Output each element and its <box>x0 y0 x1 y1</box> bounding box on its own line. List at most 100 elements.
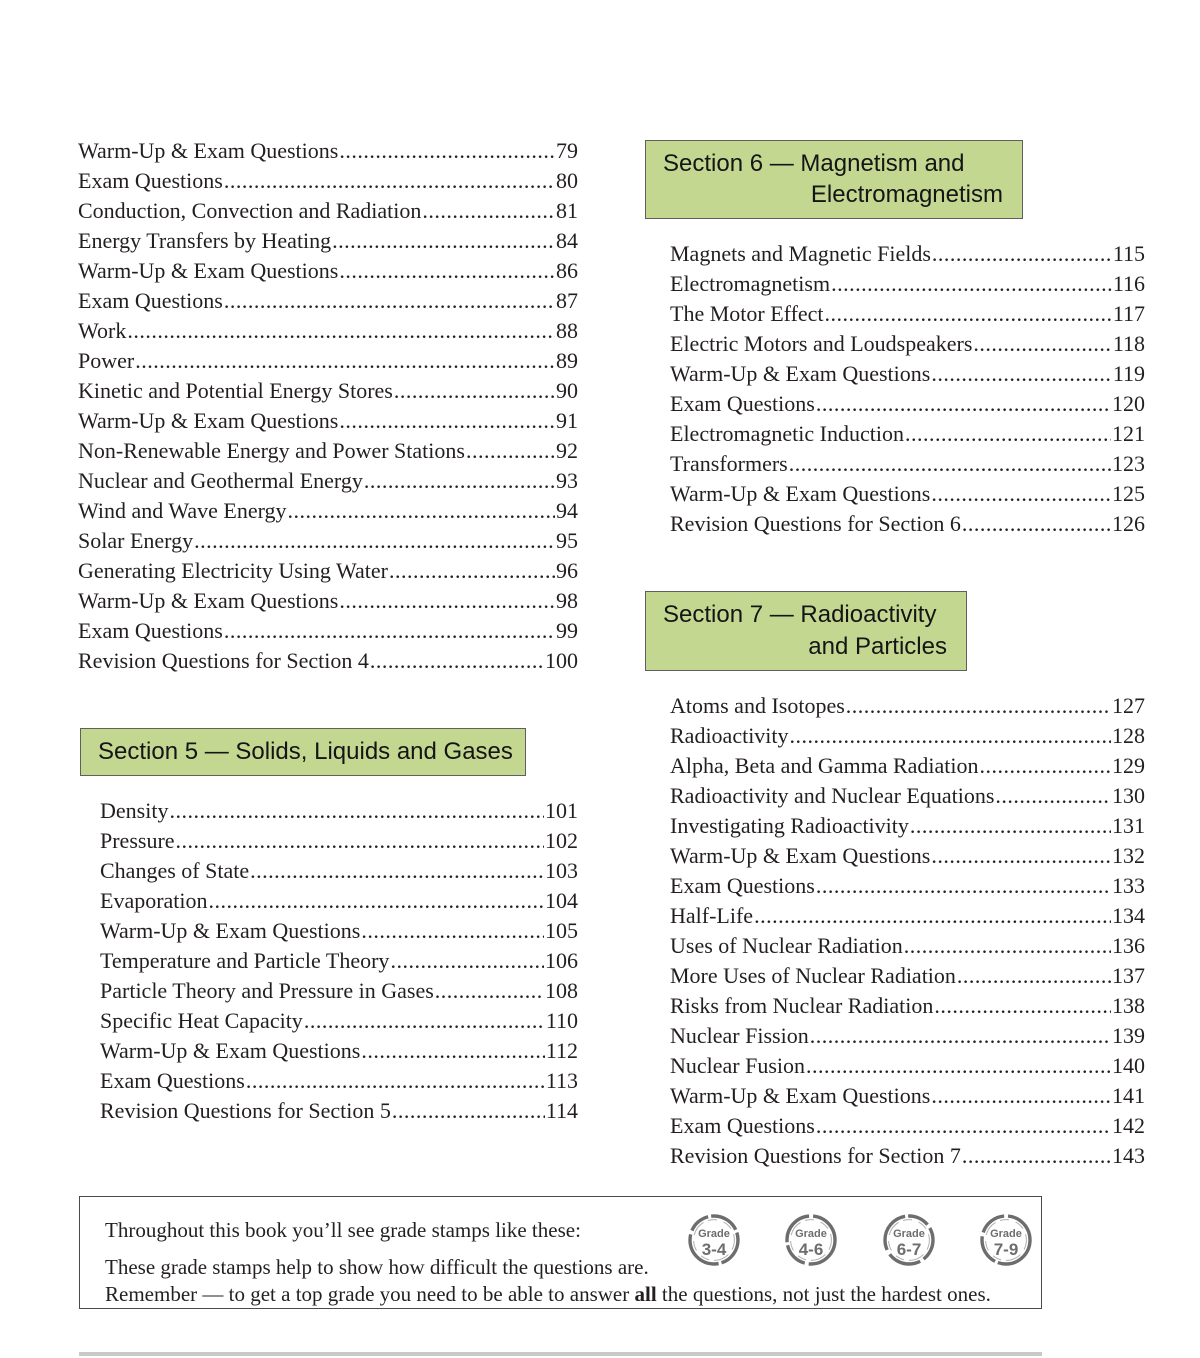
toc-entry-page-number: 139 <box>1112 1022 1145 1048</box>
toc-entry[interactable]: Warm-Up & Exam Questions 119 <box>670 363 1145 393</box>
toc-entry-page-number: 100 <box>545 648 578 673</box>
toc-entry[interactable]: Exam Questions 113 <box>100 1070 578 1100</box>
toc-entry[interactable]: Electromagnetic Induction 121 <box>670 423 1145 453</box>
toc-entry-page-number: 92 <box>556 438 578 463</box>
toc-entry[interactable]: Electromagnetism 116 <box>670 273 1145 303</box>
toc-leader-dots <box>169 800 544 822</box>
toc-entry[interactable]: Solar Energy 95 <box>78 530 578 560</box>
toc-entry-page-number: 103 <box>545 858 578 884</box>
toc-entry-title: Changes of State <box>100 858 250 884</box>
toc-entry[interactable]: Uses of Nuclear Radiation 136 <box>670 934 1145 965</box>
toc-leader-dots <box>394 380 555 402</box>
toc-entry-title: Revision Questions for Section 7 <box>670 1142 961 1168</box>
toc-entry[interactable]: Atoms and Isotopes 127 <box>670 694 1145 725</box>
toc-entry[interactable]: Half-Life 134 <box>670 902 1145 935</box>
toc-entry-title: Exam Questions <box>100 1068 245 1094</box>
toc-entry[interactable]: Particle Theory and Pressure in Gases 108 <box>100 980 578 1010</box>
toc-leader-dots <box>932 243 1112 265</box>
grade-stamp-range: 6-7 <box>896 1240 921 1259</box>
spacer <box>645 671 1145 695</box>
toc-entry[interactable]: Exam Questions 87 <box>78 290 578 320</box>
toc-entry[interactable]: Nuclear Fission 139 <box>670 1022 1145 1055</box>
toc-entry[interactable]: Revision Questions for Section 6 126 <box>670 513 1145 543</box>
toc-leader-dots <box>339 140 555 162</box>
grade-stamp: Grade 4-6 <box>782 1211 840 1269</box>
toc-entry[interactable]: Conduction, Convection and Radiation 81 <box>78 200 578 230</box>
toc-entry[interactable]: Power 89 <box>78 350 578 380</box>
toc-entry[interactable]: Warm-Up & Exam Questions 86 <box>78 260 578 290</box>
toc-entry-page-number: 110 <box>545 1008 578 1034</box>
toc-entry[interactable]: Exam Questions 133 <box>670 874 1145 905</box>
toc-entry[interactable]: Transformers 123 <box>670 453 1145 483</box>
toc-entry-page-number: 91 <box>556 408 578 433</box>
toc-entry-title: Warm-Up & Exam Questions <box>100 918 361 944</box>
toc-entry[interactable]: More Uses of Nuclear Radiation 137 <box>670 964 1145 995</box>
toc-entry[interactable]: Generating Electricity Using Water 96 <box>78 560 578 590</box>
toc-entry-title: Temperature and Particle Theory <box>100 948 390 974</box>
toc-entry[interactable]: Warm-Up & Exam Questions 132 <box>670 844 1145 875</box>
toc-entry[interactable]: The Motor Effect 117 <box>670 303 1145 333</box>
toc-entry[interactable]: Evaporation 104 <box>100 890 578 920</box>
toc-entry[interactable]: Exam Questions 120 <box>670 393 1145 423</box>
toc-entry[interactable]: Changes of State 103 <box>100 860 578 890</box>
toc-entry[interactable]: Nuclear Fusion 140 <box>670 1052 1145 1085</box>
toc-entry[interactable]: Exam Questions 99 <box>78 620 578 650</box>
toc-entry[interactable]: Electric Motors and Loudspeakers 118 <box>670 333 1145 363</box>
toc-leader-dots <box>910 815 1111 837</box>
toc-entry[interactable]: Revision Questions for Section 7 143 <box>670 1142 1145 1175</box>
toc-leader-dots <box>304 1010 545 1032</box>
toc-entry[interactable]: Nuclear and Geothermal Energy 93 <box>78 470 578 500</box>
toc-entry-page-number: 96 <box>556 558 578 583</box>
toc-entry-page-number: 108 <box>545 978 578 1004</box>
toc-entry[interactable]: Radioactivity 128 <box>670 724 1145 755</box>
spacer <box>645 567 1145 591</box>
toc-entry[interactable]: Specific Heat Capacity 110 <box>100 1010 578 1040</box>
toc-entry[interactable]: Investigating Radioactivity 131 <box>670 814 1145 845</box>
toc-entry[interactable]: Warm-Up & Exam Questions 91 <box>78 410 578 440</box>
toc-leader-dots <box>224 170 555 192</box>
toc-leader-dots <box>905 423 1111 445</box>
toc-entry[interactable]: Revision Questions for Section 4 100 <box>78 650 578 680</box>
toc-entry[interactable]: Work 88 <box>78 320 578 350</box>
toc-entry-page-number: 120 <box>1112 391 1145 417</box>
toc-entry-title: Nuclear Fusion <box>670 1052 806 1078</box>
section-7-header: Section 7 — Radioactivity and Particles <box>645 591 967 671</box>
toc-entry[interactable]: Warm-Up & Exam Questions 112 <box>100 1040 578 1070</box>
toc-entry[interactable]: Magnets and Magnetic Fields 115 <box>670 243 1145 273</box>
toc-leader-dots <box>810 1025 1111 1047</box>
toc-entry[interactable]: Warm-Up & Exam Questions 125 <box>670 483 1145 513</box>
toc-list-section5: Density 101 Pressure 102 Changes of State 103… <box>100 800 578 1130</box>
toc-entry[interactable]: Density 101 <box>100 800 578 830</box>
toc-entry[interactable]: Temperature and Particle Theory 106 <box>100 950 578 980</box>
grade-stamp-row: Grade 3-4 Grade 4-6 Grade 6-7 Grade 7-9 <box>685 1205 1035 1275</box>
toc-entry[interactable]: Exam Questions 80 <box>78 170 578 200</box>
toc-leader-dots <box>361 920 544 942</box>
toc-entry-page-number: 138 <box>1112 992 1145 1018</box>
toc-leader-dots <box>250 860 544 882</box>
toc-entry[interactable]: Warm-Up & Exam Questions 141 <box>670 1084 1145 1115</box>
toc-entry[interactable]: Non-Renewable Energy and Power Stations 9… <box>78 440 578 470</box>
toc-entry[interactable]: Kinetic and Potential Energy Stores 90 <box>78 380 578 410</box>
toc-entry[interactable]: Pressure 102 <box>100 830 578 860</box>
toc-entry-title: Exam Questions <box>78 288 223 313</box>
toc-entry[interactable]: Radioactivity and Nuclear Equations 130 <box>670 784 1145 815</box>
toc-entry-page-number: 140 <box>1112 1052 1145 1078</box>
toc-entry[interactable]: Wind and Wave Energy 94 <box>78 500 578 530</box>
toc-entry-page-number: 134 <box>1112 902 1145 928</box>
toc-entry[interactable]: Warm-Up & Exam Questions 79 <box>78 140 578 170</box>
toc-entry[interactable]: Revision Questions for Section 5 114 <box>100 1100 578 1130</box>
toc-entry-page-number: 125 <box>1112 481 1145 507</box>
toc-entry[interactable]: Exam Questions 142 <box>670 1114 1145 1145</box>
toc-leader-dots <box>931 845 1111 867</box>
info-line-remember: Remember — to get a top grade you need t… <box>105 1282 991 1307</box>
spacer <box>645 219 1145 243</box>
toc-entry[interactable]: Alpha, Beta and Gamma Radiation 129 <box>670 754 1145 785</box>
toc-entry[interactable]: Warm-Up & Exam Questions 105 <box>100 920 578 950</box>
grade-stamp-label: Grade <box>795 1228 827 1240</box>
toc-entry[interactable]: Energy Transfers by Heating 84 <box>78 230 578 260</box>
toc-entry[interactable]: Risks from Nuclear Radiation 138 <box>670 992 1145 1025</box>
toc-entry[interactable]: Warm-Up & Exam Questions 98 <box>78 590 578 620</box>
toc-entry-title: Revision Questions for Section 6 <box>670 511 961 537</box>
toc-leader-dots <box>392 1100 545 1122</box>
